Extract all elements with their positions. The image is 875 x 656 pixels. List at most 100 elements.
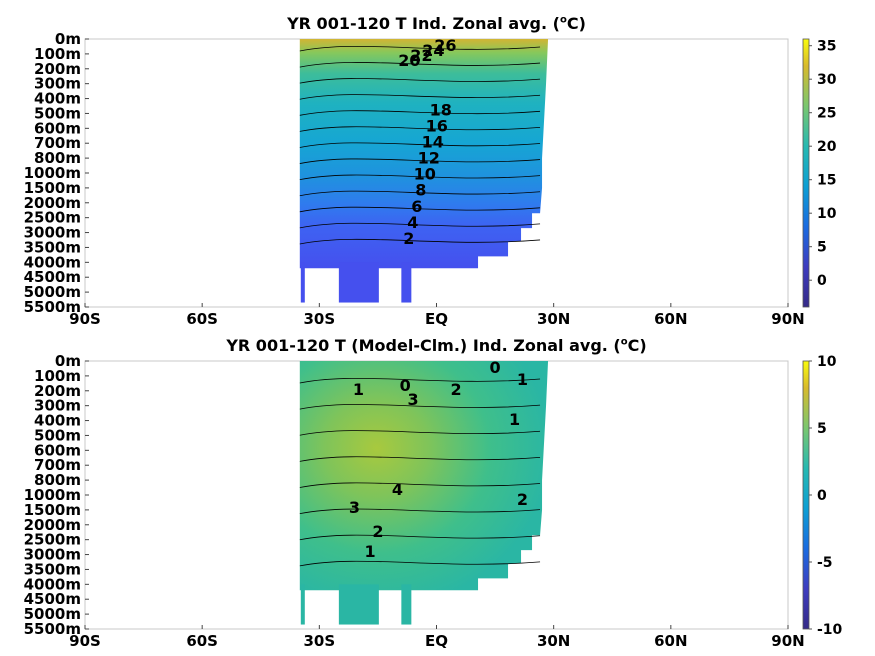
colorbar-tick-label: -5 [817, 555, 833, 571]
contour-label: 22 [410, 46, 432, 65]
y-tick-label: 700m [34, 456, 81, 474]
deep-column [401, 262, 412, 303]
contour-line [299, 174, 541, 181]
y-tick-label: 5000m [24, 605, 81, 623]
contour-line [299, 430, 541, 436]
y-tick-label: 100m [34, 45, 81, 63]
data-field [299, 39, 549, 269]
contour-label: 3 [407, 390, 418, 409]
colorbar-tick-label: 0 [817, 488, 827, 504]
x-tick-label: 30S [303, 632, 335, 650]
y-tick-label: 2000m [24, 194, 81, 212]
x-tick-label: 30N [537, 632, 570, 650]
contour-label: 1 [509, 410, 520, 429]
contour-label: 1 [365, 542, 376, 561]
contour-line [299, 404, 541, 410]
x-tick-label: EQ [425, 632, 448, 650]
y-tick-label: 1500m [24, 501, 81, 519]
contour-line [299, 456, 541, 462]
contour-line [299, 142, 541, 148]
contour-label: 24 [422, 41, 444, 60]
contour-line [299, 508, 541, 515]
y-tick-label: 400m [34, 90, 81, 108]
colorbar-tick-label: 10 [817, 354, 837, 370]
y-tick-label: 700m [34, 134, 81, 152]
top-chart-title: YR 001-120 T Ind. Zonal avg. (oC) [287, 14, 586, 33]
y-tick-label: 2500m [24, 209, 81, 227]
y-tick-label: 1000m [24, 164, 81, 182]
contour-label: 16 [426, 116, 448, 135]
y-tick-label: 600m [34, 119, 81, 137]
bottom-chart-title: YR 001-120 T (Model-Clm.) Ind. Zonal avg… [226, 336, 647, 355]
contour-label: 18 [430, 100, 452, 119]
y-tick-label: 4500m [24, 590, 81, 608]
contour-line [299, 222, 541, 229]
data-field [299, 361, 549, 591]
deep-column [300, 584, 305, 625]
contour-line [299, 62, 541, 68]
deep-column [401, 584, 412, 625]
contour-label: 26 [434, 36, 456, 55]
y-tick-label: 5000m [24, 283, 81, 301]
x-tick-label: 60N [654, 632, 687, 650]
contour-line [299, 482, 541, 488]
contour-label: 2 [403, 229, 414, 248]
contour-label: 20 [398, 51, 420, 70]
y-tick-label: 200m [34, 382, 81, 400]
x-tick-label: 30S [303, 310, 335, 328]
colorbar [802, 38, 810, 308]
colorbar-tick-label: 20 [817, 139, 837, 155]
contour-line [299, 94, 541, 100]
x-tick-label: 90S [69, 310, 101, 328]
y-tick-label: 100m [34, 367, 81, 385]
contour-label: 14 [422, 132, 444, 151]
contour-label: 6 [411, 197, 422, 216]
x-tick-label: 90N [771, 632, 804, 650]
y-tick-label: 400m [34, 412, 81, 430]
contour-label: 4 [407, 213, 418, 232]
y-tick-label: 4000m [24, 575, 81, 593]
contour-label: 4 [392, 480, 403, 499]
colorbar [802, 360, 810, 630]
contour-label: 0 [490, 358, 501, 377]
x-tick-label: 60N [654, 310, 687, 328]
contour-label: 2 [372, 522, 383, 541]
y-tick-label: 1000m [24, 486, 81, 504]
y-tick-label: 0m [55, 30, 81, 48]
y-tick-label: 600m [34, 441, 81, 459]
y-tick-label: 1500m [24, 179, 81, 197]
contour-line [299, 534, 541, 541]
contour-line [299, 190, 541, 197]
x-tick-label: 60S [186, 632, 218, 650]
y-tick-label: 300m [34, 397, 81, 415]
y-tick-label: 0m [55, 352, 81, 370]
y-tick-label: 800m [34, 471, 81, 489]
x-tick-label: 90N [771, 310, 804, 328]
colorbar-tick-label: 5 [817, 421, 827, 437]
colorbar-tick-label: 0 [817, 273, 827, 289]
x-tick-label: 90S [69, 632, 101, 650]
contour-label: 10 [414, 165, 436, 184]
y-tick-label: 500m [34, 104, 81, 122]
colorbar-tick-label: -10 [817, 622, 843, 638]
deep-column [338, 262, 379, 303]
y-tick-label: 2000m [24, 516, 81, 534]
contour-line [299, 560, 541, 567]
x-tick-label: 60S [186, 310, 218, 328]
y-tick-label: 4000m [24, 253, 81, 271]
contour-label: 2 [517, 490, 528, 509]
contour-line [299, 238, 541, 245]
contour-label: 1 [517, 370, 528, 389]
y-tick-label: 3500m [24, 238, 81, 256]
y-tick-label: 3000m [24, 546, 81, 564]
contour-line [299, 206, 541, 213]
y-tick-label: 5500m [24, 620, 81, 638]
y-tick-label: 800m [34, 149, 81, 167]
contour-label: 2 [450, 380, 461, 399]
y-tick-label: 5500m [24, 298, 81, 316]
colorbar-tick-label: 15 [817, 173, 836, 189]
colorbar-tick-label: 30 [817, 72, 837, 88]
colorbar-tick-label: 5 [817, 240, 827, 256]
x-tick-label: EQ [425, 310, 448, 328]
